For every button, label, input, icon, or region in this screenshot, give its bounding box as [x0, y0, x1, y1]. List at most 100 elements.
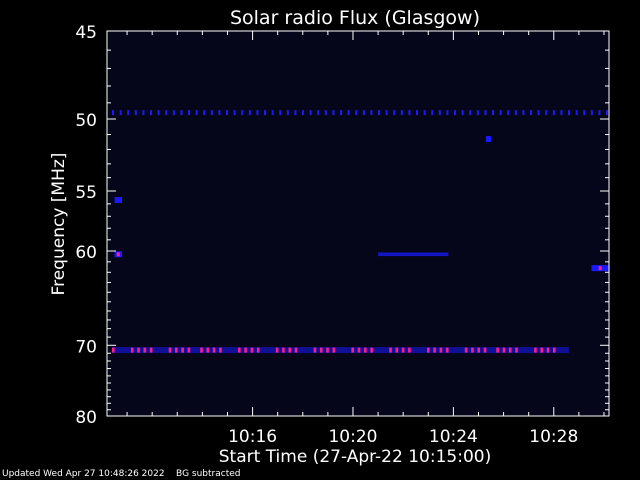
- band-segment: [347, 110, 350, 116]
- band-segment: [271, 110, 274, 116]
- band-segment: [476, 110, 479, 116]
- band-segment: [326, 347, 329, 353]
- band-segment: [378, 110, 381, 116]
- band-segment: [395, 347, 399, 353]
- band-segment: [340, 110, 343, 116]
- band-segment: [143, 347, 147, 353]
- band-segment: [575, 110, 578, 116]
- band-segment: [302, 110, 305, 116]
- x-tick-label: 10:16: [228, 427, 277, 447]
- band-segment: [256, 347, 260, 353]
- band-segment: [188, 110, 191, 116]
- band-segment: [433, 347, 436, 353]
- band-segment: [219, 347, 222, 353]
- band-segment: [514, 110, 517, 116]
- band-segment: [165, 110, 168, 116]
- emission-band: [486, 136, 492, 143]
- band-segment: [370, 347, 373, 353]
- band-segment: [130, 347, 134, 353]
- y-tick-label: 55: [75, 183, 97, 203]
- band-segment: [507, 110, 510, 116]
- band-segment: [454, 110, 457, 116]
- band-segment: [385, 110, 388, 116]
- chart-title: Solar radio Flux (Glasgow): [230, 7, 480, 29]
- bg-note: BG subtracted: [176, 469, 241, 479]
- x-axis: 10:16 10:20 10:24 10:28: [126, 31, 605, 447]
- band-segment: [552, 110, 555, 116]
- band-segment: [112, 110, 115, 116]
- band-segment: [137, 347, 140, 353]
- band-segment: [218, 110, 221, 116]
- band-segment: [486, 136, 492, 143]
- band-segment: [238, 347, 241, 353]
- band-segment: [537, 110, 540, 116]
- y-tick-label: 60: [75, 243, 97, 263]
- band-segment: [203, 110, 206, 116]
- band-segment: [568, 110, 571, 116]
- band-segment: [233, 110, 236, 116]
- band-segment: [508, 347, 512, 353]
- band-segment: [134, 110, 137, 116]
- band-segment: [445, 347, 449, 353]
- emission-band: [112, 347, 569, 354]
- band-segment: [583, 110, 586, 116]
- footer-status: Updated Wed Apr 27 10:48:26 2022 BG subt…: [2, 469, 240, 479]
- band-segment: [332, 110, 335, 116]
- band-segment: [210, 110, 213, 116]
- band-segment: [389, 347, 392, 353]
- band-segment: [590, 110, 593, 116]
- band-segment: [279, 110, 282, 116]
- emission-band: [114, 251, 123, 258]
- band-segment: [378, 252, 449, 257]
- band-segment: [408, 347, 411, 353]
- band-segment: [250, 347, 254, 353]
- band-segment: [264, 110, 267, 116]
- band-segment: [431, 110, 434, 116]
- band-segment: [288, 347, 292, 353]
- band-segment: [477, 347, 481, 353]
- emission-band: [378, 252, 449, 257]
- band-glow: [112, 347, 569, 354]
- band-segment: [370, 110, 373, 116]
- band-segment: [606, 110, 609, 116]
- band-segment: [241, 110, 244, 116]
- band-segment: [355, 110, 358, 116]
- band-core: [116, 252, 120, 257]
- emission-band: [114, 197, 123, 204]
- band-segment: [469, 110, 472, 116]
- band-segment: [393, 110, 396, 116]
- band-segment: [206, 347, 210, 353]
- band-segment: [282, 347, 285, 353]
- band-segment: [427, 347, 430, 353]
- band-segment: [294, 347, 298, 353]
- band-segment: [408, 110, 411, 116]
- emission-band: [591, 265, 609, 272]
- band-segment: [172, 110, 175, 116]
- band-segment: [180, 110, 183, 116]
- band-segment: [423, 110, 426, 116]
- band-segment: [157, 110, 160, 116]
- band-segment: [483, 347, 487, 353]
- band-segment: [150, 110, 153, 116]
- plot-background: [107, 31, 609, 416]
- band-segment: [313, 347, 317, 353]
- band-segment: [499, 110, 502, 116]
- band-segment: [545, 110, 548, 116]
- y-tick-label: 80: [75, 408, 97, 428]
- band-segment: [119, 110, 122, 116]
- band-core: [598, 266, 602, 271]
- band-segment: [522, 110, 525, 116]
- band-segment: [362, 110, 365, 116]
- band-segment: [530, 110, 533, 116]
- y-axis: 45 50 55 60 70 80: [75, 23, 609, 428]
- y-tick-label: 50: [75, 111, 97, 131]
- band-segment: [332, 347, 336, 353]
- band-segment: [275, 347, 279, 353]
- band-segment: [294, 110, 297, 116]
- band-segment: [187, 347, 191, 353]
- band-segment: [439, 347, 443, 353]
- band-segment: [540, 347, 544, 353]
- band-segment: [309, 110, 312, 116]
- band-segment: [515, 347, 518, 353]
